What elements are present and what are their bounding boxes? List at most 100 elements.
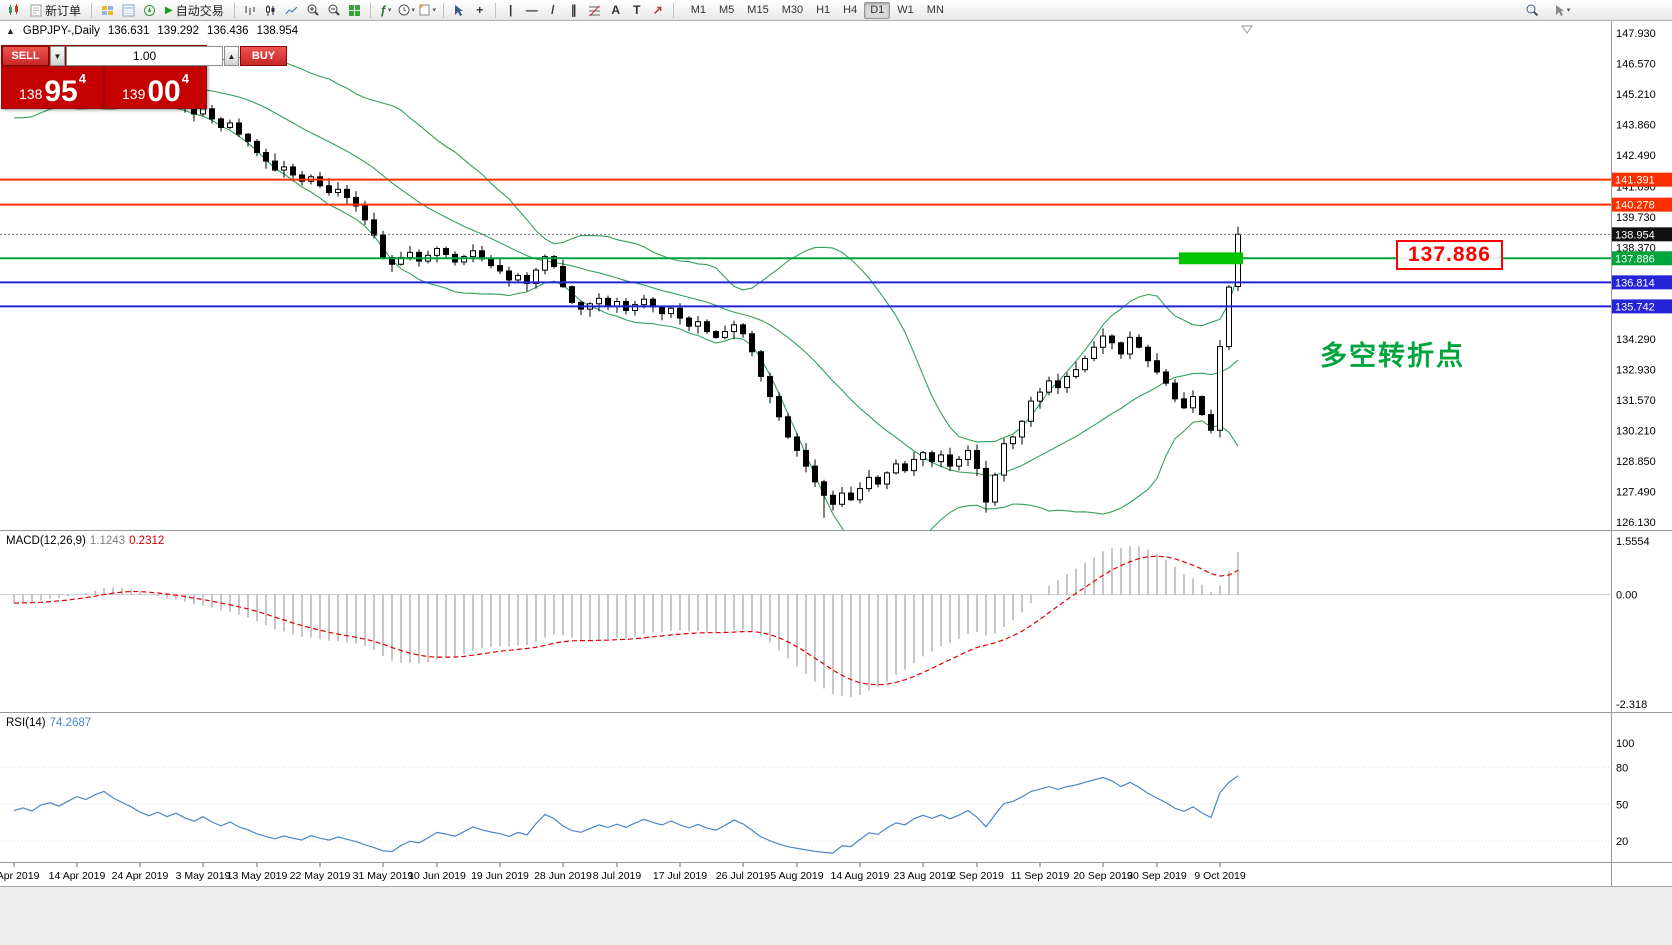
label-tool-icon[interactable]: T	[633, 3, 641, 17]
svg-text:50: 50	[1616, 799, 1628, 811]
timeframe-h4[interactable]: H4	[837, 2, 863, 19]
svg-text:26 Jul 2019: 26 Jul 2019	[716, 870, 770, 882]
bar-chart-icon[interactable]	[240, 1, 260, 19]
indicators-icon[interactable]: ƒ ▾	[380, 3, 392, 17]
autotrading-button[interactable]: ▶ 自动交易	[160, 1, 229, 19]
trade-prices-row: 138 95 4 139 00 4	[2, 67, 206, 108]
ohlc-open: 136.631	[107, 25, 150, 37]
price-marker: 136.814	[1612, 275, 1672, 290]
buy-price-big: 00	[147, 74, 181, 108]
volume-input[interactable]	[66, 46, 223, 66]
highlight-rectangle[interactable]	[1179, 252, 1243, 265]
buy-button[interactable]: BUY	[240, 46, 287, 66]
svg-text:-2.318: -2.318	[1616, 699, 1647, 711]
candlestick-chart-icon[interactable]	[261, 1, 281, 19]
template-page-icon	[419, 4, 430, 16]
timeframe-m1[interactable]: M1	[685, 2, 712, 19]
trade-controls-row: SELL ▼ ▲ BUY	[2, 46, 287, 66]
crosshair-icon[interactable]: +	[476, 3, 484, 17]
rsi-value: 74.2687	[49, 717, 92, 729]
svg-text:3 May 2019: 3 May 2019	[176, 870, 231, 882]
fibonacci-tool-icon[interactable]	[585, 1, 605, 19]
timeframe-d1[interactable]: D1	[864, 1, 891, 19]
pointer-options-icon[interactable]: ▾	[1552, 1, 1572, 19]
horizontal-level-lines[interactable]	[0, 178, 1611, 308]
charts-grid-icon[interactable]	[97, 1, 117, 19]
zoom-in-icon[interactable]	[303, 1, 323, 19]
svg-text:20 Sep 2019: 20 Sep 2019	[1073, 870, 1133, 882]
one-click-toggle-icon[interactable]: ▲	[6, 26, 15, 36]
svg-text:128.850: 128.850	[1616, 456, 1656, 468]
buy-price[interactable]: 139 00 4	[105, 67, 206, 108]
turning-point-annotation[interactable]: 多空转折点	[1320, 341, 1465, 371]
macd-histogram	[13, 546, 1239, 697]
sell-price[interactable]: 138 95 4	[2, 67, 103, 108]
horizontal-line-tool-icon[interactable]: —	[525, 3, 538, 17]
market-watch-icon[interactable]	[118, 1, 138, 19]
ohlc-low: 136.436	[206, 25, 249, 37]
price-level-annotation[interactable]: 137.886	[1396, 240, 1503, 270]
toolbar-separator	[233, 2, 235, 18]
svg-text:100: 100	[1616, 738, 1634, 750]
svg-text:22 May 2019: 22 May 2019	[290, 870, 351, 882]
svg-text:127.490: 127.490	[1616, 486, 1656, 498]
toolbar-separator	[442, 2, 444, 18]
vertical-line-tool-icon[interactable]: |	[509, 3, 513, 17]
zoom-out-icon[interactable]	[324, 1, 344, 19]
sell-button[interactable]: SELL	[2, 46, 49, 66]
svg-text:23 Aug 2019: 23 Aug 2019	[894, 870, 953, 882]
line-chart-icon[interactable]	[282, 1, 302, 19]
channel-tool-icon[interactable]: ∥	[570, 3, 577, 17]
toolbar-separator	[672, 2, 674, 18]
timeframe-group: M1 M5 M15 M30 H1 H4 D1 W1 MN	[685, 1, 950, 19]
svg-text:126.130: 126.130	[1616, 517, 1656, 529]
ohlc-high: 139.292	[157, 25, 199, 37]
svg-text:142.490: 142.490	[1616, 150, 1656, 162]
chart-window-icon[interactable]	[4, 1, 24, 19]
chevron-down-icon: ▾	[411, 7, 415, 14]
price-marker: 141.391	[1612, 172, 1672, 187]
timeframe-w1[interactable]: W1	[891, 2, 920, 19]
navigator-icon[interactable]	[139, 1, 159, 19]
tile-windows-icon[interactable]	[345, 1, 365, 19]
svg-text:146.570: 146.570	[1616, 59, 1656, 71]
chevron-down-icon: ▾	[432, 7, 436, 14]
toolbar: 新订单 ▶ 自动交易 ƒ ▾ ▾ ▾	[0, 0, 1672, 21]
svg-text:136.814: 136.814	[1615, 277, 1655, 289]
macd-indicator-label: MACD(12,26,9) 1.1243 0.2312	[6, 535, 164, 547]
svg-text:139.730: 139.730	[1616, 212, 1656, 224]
svg-text:2 Sep 2019: 2 Sep 2019	[950, 870, 1004, 882]
price-marker: 135.742	[1612, 299, 1672, 314]
new-order-button[interactable]: 新订单	[25, 1, 86, 19]
timeframe-m30[interactable]: M30	[776, 2, 809, 19]
macd-name: MACD(12,26,9)	[6, 535, 86, 547]
clock-icon	[398, 4, 410, 16]
arrows-tool-icon[interactable]: ↗	[652, 3, 663, 17]
timeframe-m5[interactable]: M5	[713, 2, 740, 19]
svg-text:5 Aug 2019: 5 Aug 2019	[770, 870, 823, 882]
new-order-label: 新订单	[45, 3, 82, 18]
periods-icon[interactable]: ▾	[397, 1, 417, 19]
cursor-icon[interactable]	[449, 1, 469, 19]
sell-price-big: 95	[44, 74, 78, 108]
one-click-trading-panel: SELL ▼ ▲ BUY 138 95 4 139 00 4	[1, 45, 287, 109]
volume-up-button[interactable]: ▲	[224, 46, 239, 66]
volume-down-button[interactable]: ▼	[50, 46, 65, 66]
toolbar-separator	[369, 2, 371, 18]
timeframe-m15[interactable]: M15	[741, 2, 774, 19]
price-marker: 137.886	[1612, 251, 1672, 266]
templates-icon[interactable]: ▾	[418, 1, 438, 19]
timeframe-h1[interactable]: H1	[810, 2, 836, 19]
text-tool-icon[interactable]: A	[611, 3, 621, 17]
chart-shift-marker[interactable]	[1241, 25, 1253, 34]
svg-text:1.5554: 1.5554	[1616, 536, 1650, 548]
search-icon[interactable]	[1522, 1, 1542, 19]
price-marker: 140.278	[1612, 197, 1672, 212]
autotrading-label: 自动交易	[175, 3, 224, 18]
svg-text:31 May 2019: 31 May 2019	[353, 870, 414, 882]
svg-text:143.860: 143.860	[1616, 119, 1656, 131]
chart-canvas[interactable]: 147.930146.570145.210143.860142.490141.0…	[0, 21, 1672, 886]
buy-price-prefix: 139	[122, 86, 146, 102]
timeframe-mn[interactable]: MN	[921, 2, 950, 19]
trendline-tool-icon[interactable]: /	[551, 3, 555, 17]
